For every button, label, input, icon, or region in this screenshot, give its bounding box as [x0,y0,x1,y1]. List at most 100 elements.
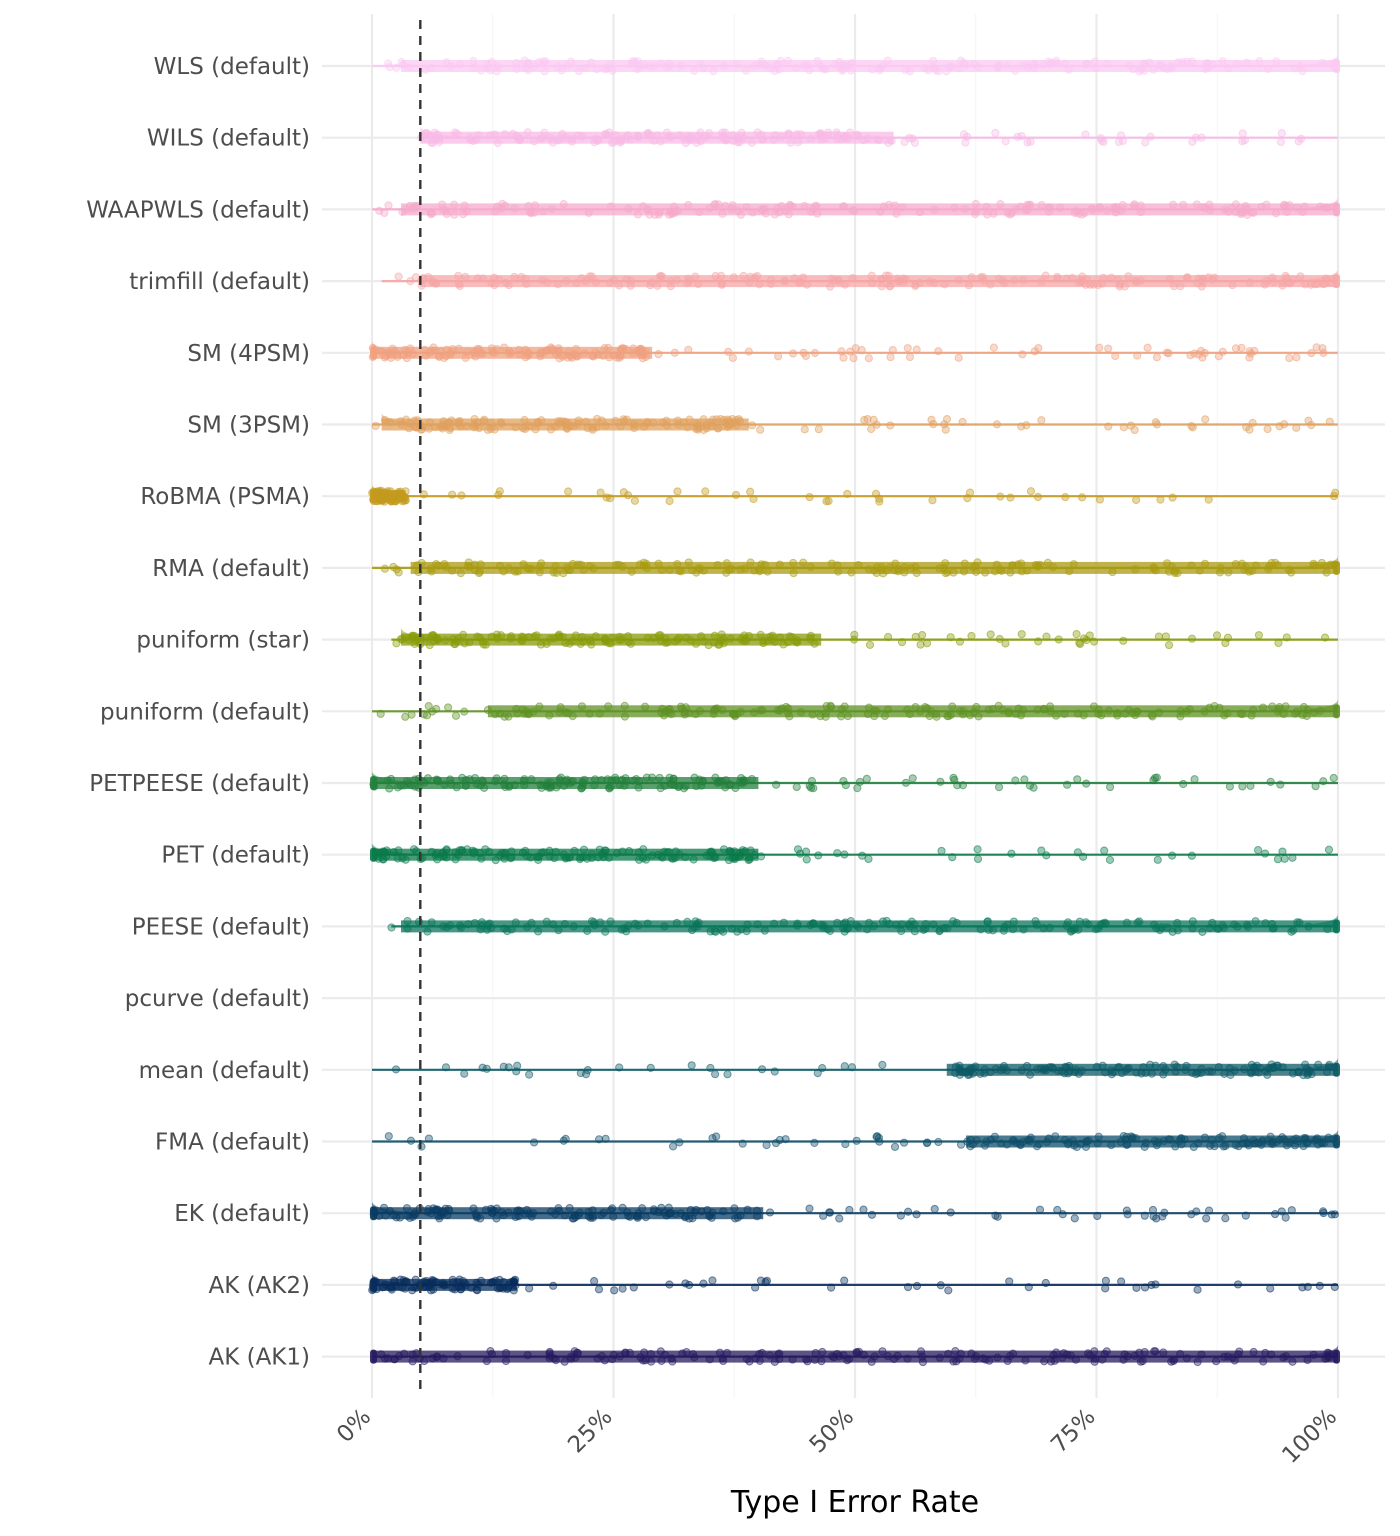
data-point [1307,348,1316,358]
data-point [718,705,727,715]
data-point [1046,702,1055,711]
data-point [972,1136,981,1145]
data-point [1168,200,1178,209]
data-point [1218,57,1227,66]
data-point [1081,1142,1091,1151]
density-shape [1278,269,1338,282]
data-point [1009,1136,1018,1145]
data-point [1161,632,1170,641]
data-point [827,1352,837,1361]
data-point [646,1063,655,1072]
data-point [1266,777,1275,786]
data-point [410,1208,419,1217]
data-point [1111,351,1120,361]
data-point [1140,1283,1150,1292]
data-point [673,416,682,425]
data-point [997,1139,1006,1148]
data-point [379,855,388,864]
data-point [1038,60,1048,69]
series-17 [368,1272,1339,1295]
data-point [504,1208,513,1217]
data-point [402,1277,411,1286]
data-point [1019,925,1028,934]
data-point [736,417,745,426]
data-point [1251,917,1260,926]
data-point [1105,782,1115,792]
data-point [794,278,803,287]
data-point [561,1134,570,1143]
data-point [1282,1141,1291,1150]
data-point [504,1284,513,1293]
data-point [1237,343,1246,353]
data-point [1022,1061,1032,1071]
data-point [1122,918,1132,927]
density-shape [1278,1057,1338,1070]
data-point [697,632,706,641]
data-point [1303,1282,1312,1291]
data-point [1269,1064,1278,1073]
data-point [525,1209,534,1218]
data-point [1323,924,1332,934]
data-point [791,63,801,72]
data-point [410,775,419,784]
data-point [671,208,680,217]
data-point [425,418,434,427]
data-point [884,271,893,280]
data-point [1319,348,1328,357]
data-point [527,564,537,573]
data-point [1183,273,1192,282]
data-point [1172,1062,1182,1071]
data-point [1018,350,1027,359]
data-point [1320,203,1329,212]
data-point [533,417,542,427]
data-point [1094,924,1103,933]
data-point [835,57,844,67]
data-point [1101,1276,1111,1285]
data-point [514,345,524,354]
data-point [1219,923,1228,932]
data-point [786,138,795,147]
data-point [1025,1070,1035,1079]
data-point [1173,918,1182,928]
data-point [1198,353,1207,362]
data-point [475,633,485,642]
data-point [1102,59,1111,68]
data-point [928,496,937,505]
data-point [656,784,665,793]
data-point [1154,632,1163,641]
data-point [912,568,921,578]
data-point [1233,922,1242,931]
data-point [579,852,588,862]
data-point [1089,637,1099,646]
data-point [799,273,808,282]
data-point [1292,353,1301,362]
end-cluster [1333,1349,1340,1364]
data-point [1088,205,1097,214]
data-point [1197,275,1206,284]
data-point [1197,1350,1206,1359]
data-point [916,640,925,649]
data-point [621,133,630,142]
data-point [619,488,628,497]
data-point [922,1139,932,1148]
data-point [423,927,432,936]
data-point [1212,631,1222,640]
data-point [1277,1207,1286,1216]
data-point [969,708,978,717]
data-point [1048,1064,1058,1073]
data-point [473,274,482,283]
data-point [1210,702,1219,711]
data-point [433,776,442,785]
data-point [1275,703,1284,712]
data-point [741,66,751,75]
data-point [752,1206,762,1215]
data-point [380,415,390,425]
data-point [1119,1132,1128,1141]
data-point [381,1354,390,1363]
data-point [1324,1133,1333,1142]
data-point [404,424,414,433]
data-point [1098,1355,1107,1364]
data-point [595,709,604,718]
data-point [1166,62,1176,71]
data-point [476,66,486,75]
